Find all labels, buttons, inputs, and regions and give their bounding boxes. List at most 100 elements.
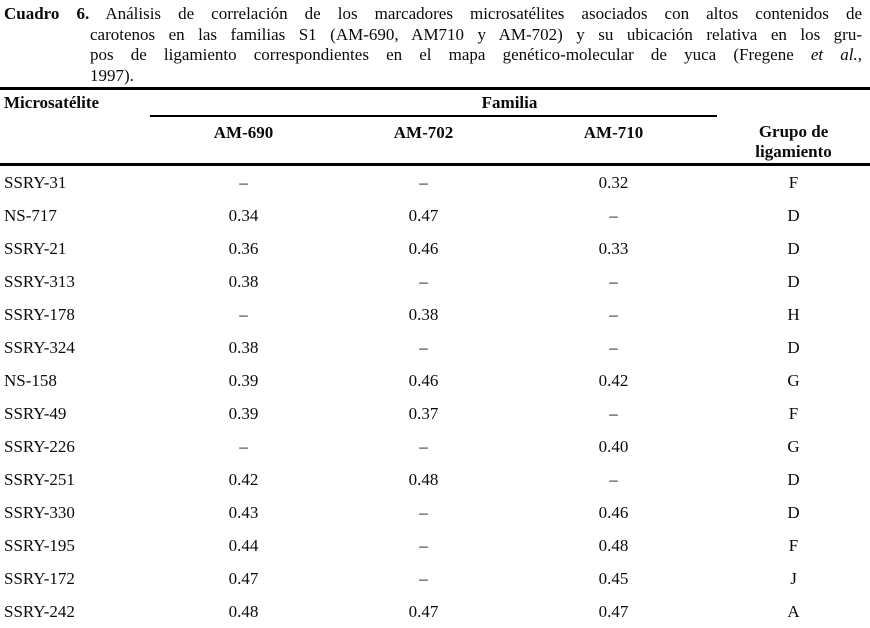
marker-cell: SSRY-195 <box>4 535 75 555</box>
marker-cell: SSRY-251 <box>4 469 75 489</box>
am710-value-cell: – <box>609 403 618 423</box>
table-caption: Cuadro 6. Análisis de correlación de los… <box>0 0 870 86</box>
am702-value-cell: – <box>419 436 428 456</box>
caption-line-1-text: Análisis de correlación de los marcadore… <box>105 4 862 23</box>
table-row: SSRY-178 – 0.38 – H <box>0 298 870 331</box>
am690-value-cell: 0.39 <box>228 370 259 390</box>
marker-cell: SSRY-242 <box>4 601 75 621</box>
marker-cell: SSRY-324 <box>4 337 75 357</box>
header-spacer-cell <box>717 89 870 117</box>
marker-cell: SSRY-178 <box>4 304 75 324</box>
grupo-cell: G <box>787 370 800 390</box>
am702-value-cell: – <box>419 337 428 357</box>
table-row: SSRY-49 0.39 0.37 – F <box>0 397 870 430</box>
grupo-cell: D <box>787 271 800 291</box>
am690-value-cell: 0.39 <box>228 403 259 423</box>
am690-value-cell: 0.38 <box>228 271 259 291</box>
am690-value-cell: 0.44 <box>228 535 259 555</box>
am710-value-cell: 0.42 <box>598 370 629 390</box>
am710-value-cell: – <box>609 205 618 225</box>
column-header-am710: AM-710 <box>583 123 644 142</box>
am690-value-cell: 0.36 <box>228 238 259 258</box>
am710-value-cell: – <box>609 271 618 291</box>
table-row: SSRY-226 – – 0.40 G <box>0 430 870 463</box>
grupo-cell: D <box>787 205 800 225</box>
am710-value-cell: – <box>609 469 618 489</box>
table-row: SSRY-313 0.38 – – D <box>0 265 870 298</box>
am702-value-cell: 0.37 <box>408 403 439 423</box>
table-body: SSRY-31 – – 0.32 F NS-717 0.34 0.47 – D … <box>0 165 870 628</box>
am702-value-cell: 0.38 <box>408 304 439 324</box>
grupo-cell: F <box>788 535 799 555</box>
am690-value-cell: 0.48 <box>228 601 259 621</box>
caption-label: Cuadro 6. <box>4 4 90 23</box>
grupo-cell: D <box>787 238 800 258</box>
am690-value-cell: 0.38 <box>228 337 259 357</box>
am702-value-cell: 0.48 <box>408 469 439 489</box>
caption-citation-et-al: et al., <box>810 45 863 64</box>
grupo-cell: A <box>787 601 800 621</box>
am690-value-cell: 0.42 <box>228 469 259 489</box>
marker-cell: SSRY-49 <box>4 403 67 423</box>
am710-value-cell: 0.48 <box>598 535 629 555</box>
caption-line-4: 1997). <box>90 65 134 85</box>
marker-cell: SSRY-172 <box>4 568 75 588</box>
table-row: SSRY-330 0.43 – 0.46 D <box>0 496 870 529</box>
am710-value-cell: 0.46 <box>598 502 629 522</box>
table-row: SSRY-195 0.44 – 0.48 F <box>0 529 870 562</box>
table-row: NS-717 0.34 0.47 – D <box>0 199 870 232</box>
grupo-cell: D <box>787 469 800 489</box>
am690-value-cell: – <box>239 172 248 192</box>
marker-cell: SSRY-21 <box>4 238 67 258</box>
am702-value-cell: – <box>419 502 428 522</box>
am702-value-cell: 0.46 <box>408 370 439 390</box>
am710-value-cell: – <box>609 304 618 324</box>
column-header-am702: AM-702 <box>393 123 454 142</box>
am690-value-cell: 0.47 <box>228 568 259 588</box>
table-row: SSRY-21 0.36 0.46 0.33 D <box>0 232 870 265</box>
am702-value-cell: 0.46 <box>408 238 439 258</box>
grupo-header-label: Grupo de ligamiento <box>755 122 832 161</box>
marker-cell: SSRY-313 <box>4 271 75 291</box>
marker-cell: NS-158 <box>4 370 57 390</box>
grupo-cell: D <box>787 502 800 522</box>
correlation-table: Microsatélite Familia AM-690 AM-702 AM-7… <box>0 87 870 628</box>
grupo-cell: F <box>788 172 799 192</box>
table-row: SSRY-251 0.42 0.48 – D <box>0 463 870 496</box>
marker-cell: SSRY-330 <box>4 502 75 522</box>
column-group-header-familia: Familia <box>150 88 718 117</box>
header-row-columns: AM-690 AM-702 AM-710 Grupo de ligamiento <box>0 116 870 165</box>
am702-value-cell: – <box>419 568 428 588</box>
column-header-am690: AM-690 <box>213 123 274 142</box>
table-header: Microsatélite Familia AM-690 AM-702 AM-7… <box>0 88 870 165</box>
table-row: SSRY-242 0.48 0.47 0.47 A <box>0 595 870 628</box>
grupo-cell: D <box>787 337 800 357</box>
grupo-cell: H <box>787 304 800 324</box>
table-row: SSRY-172 0.47 – 0.45 J <box>0 562 870 595</box>
grupo-cell: J <box>790 568 797 588</box>
am702-value-cell: – <box>419 535 428 555</box>
column-header-microsatelite: Microsatélite <box>4 93 100 112</box>
caption-line-3-text: pos de ligamiento correspondientes en el… <box>90 45 794 64</box>
am710-value-cell: 0.45 <box>598 568 629 588</box>
am690-value-cell: – <box>239 436 248 456</box>
grupo-cell: G <box>787 436 800 456</box>
am710-value-cell: 0.32 <box>598 172 629 192</box>
am702-value-cell: – <box>419 271 428 291</box>
table-row: SSRY-31 – – 0.32 F <box>0 165 870 200</box>
am690-value-cell: – <box>239 304 248 324</box>
header-row-group: Microsatélite Familia <box>0 88 870 117</box>
grupo-cell: F <box>788 403 799 423</box>
familia-label: Familia <box>481 93 538 112</box>
am710-value-cell: 0.40 <box>598 436 629 456</box>
am702-value-cell: – <box>419 172 428 192</box>
am690-value-cell: 0.43 <box>228 502 259 522</box>
caption-line-2: carotenos en las familias S1 (AM-690, AM… <box>90 24 862 44</box>
marker-cell: SSRY-31 <box>4 172 67 192</box>
table-row: SSRY-324 0.38 – – D <box>0 331 870 364</box>
caption-line-3: pos de ligamiento correspondientes en el… <box>4 45 862 66</box>
am702-value-cell: 0.47 <box>408 205 439 225</box>
column-header-grupo-de-ligamiento: Grupo de ligamiento <box>717 116 870 165</box>
marker-cell: SSRY-226 <box>4 436 75 456</box>
marker-cell: NS-717 <box>4 205 57 225</box>
